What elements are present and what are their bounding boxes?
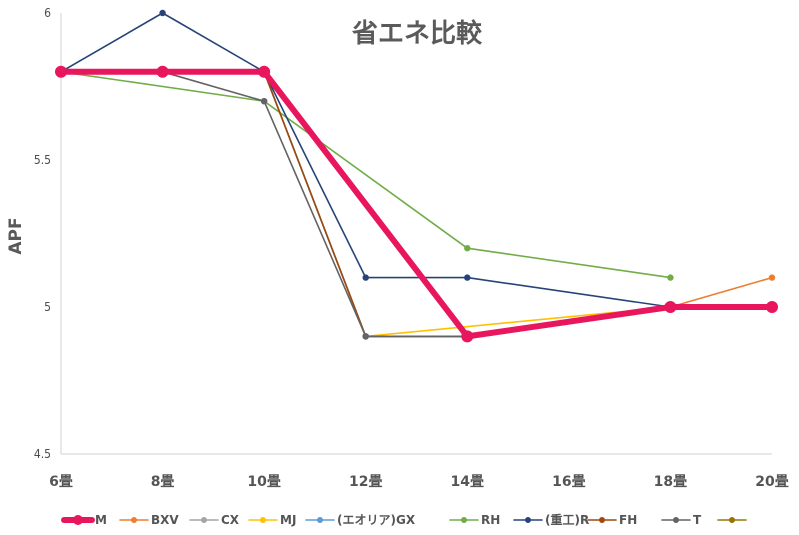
- data-point[interactable]: [768, 274, 776, 281]
- x-tick-label: 20畳: [755, 474, 788, 490]
- series-line: [58, 68, 775, 340]
- legend-swatch-marker: [525, 517, 531, 523]
- data-point[interactable]: [55, 65, 67, 78]
- data-point[interactable]: [260, 98, 268, 105]
- legend-item[interactable]: M: [61, 513, 107, 527]
- data-point[interactable]: [362, 333, 369, 340]
- series-BXV: [57, 68, 776, 340]
- y-tick-label: 4.5: [34, 447, 51, 461]
- data-point[interactable]: [664, 301, 677, 313]
- data-point[interactable]: [258, 65, 271, 78]
- legend-label: FH: [619, 513, 637, 527]
- x-tick-label: 16畳: [552, 474, 585, 490]
- series-line: [60, 71, 773, 338]
- legend-item[interactable]: MJ: [248, 513, 296, 527]
- legend-item[interactable]: RH: [449, 513, 500, 527]
- data-point[interactable]: [464, 274, 471, 281]
- x-tick-label: 8畳: [151, 474, 175, 490]
- x-tick-label: 6畳: [49, 474, 73, 490]
- x-tick-label: 14畳: [451, 474, 484, 490]
- legend-swatch-marker: [729, 517, 735, 523]
- y-tick-label: 6: [44, 6, 51, 20]
- series-M: [55, 65, 778, 343]
- legend-label: (重工)R: [545, 512, 589, 527]
- data-point[interactable]: [464, 245, 471, 252]
- data-point[interactable]: [362, 274, 369, 281]
- legend-item[interactable]: BXV: [119, 513, 179, 527]
- data-point[interactable]: [159, 9, 166, 17]
- legend-swatch-marker: [131, 517, 137, 523]
- data-point[interactable]: [461, 330, 474, 343]
- legend-label: (エオリア)GX: [337, 513, 416, 527]
- legend-item[interactable]: (重工)R: [513, 512, 589, 527]
- data-point[interactable]: [156, 65, 169, 78]
- legend-swatch-marker: [260, 517, 266, 523]
- y-tick-label: 5: [44, 300, 51, 314]
- legend-swatch-marker: [599, 517, 605, 523]
- legend-item[interactable]: T: [661, 513, 702, 527]
- legend-label: T: [693, 513, 702, 527]
- y-tick-label: 5.5: [34, 153, 51, 167]
- series-line: [60, 71, 773, 338]
- series-line: [60, 71, 773, 338]
- chart-title: 省エネ比較: [351, 18, 483, 49]
- series-line: [60, 12, 672, 308]
- legend-label: MJ: [280, 513, 296, 527]
- legend-label: CX: [221, 513, 240, 527]
- legend-label: M: [95, 513, 107, 527]
- legend-item[interactable]: (エオリア)GX: [305, 513, 416, 527]
- y-axis-label: APF: [6, 217, 26, 254]
- y-axis-ticks: 4.5 5 5.5 6: [34, 6, 51, 461]
- legend-label: BXV: [151, 513, 179, 527]
- series-(エオリア)GX: [57, 68, 776, 340]
- series-CX: [57, 68, 776, 340]
- legend-item[interactable]: [717, 517, 747, 523]
- plot-area: [55, 9, 778, 343]
- data-point[interactable]: [667, 274, 674, 281]
- series-line: [60, 71, 672, 279]
- legend-swatch-marker: [73, 515, 83, 525]
- legend-item[interactable]: CX: [189, 513, 240, 527]
- x-tick-label: 10畳: [247, 474, 280, 490]
- x-tick-label: 18畳: [654, 474, 687, 490]
- legend-swatch-marker: [317, 517, 323, 523]
- legend-swatch-marker: [461, 517, 467, 523]
- data-point[interactable]: [766, 301, 778, 313]
- legend-swatch-marker: [673, 517, 679, 523]
- series-RH: [57, 68, 674, 281]
- legend-swatch-marker: [201, 517, 207, 523]
- x-axis-ticks: 6畳 8畳 10畳 12畳 14畳 16畳 18畳 20畳: [49, 474, 789, 490]
- legend-item[interactable]: FH: [587, 513, 637, 527]
- x-tick-label: 12畳: [349, 474, 382, 490]
- legend-label: RH: [481, 513, 500, 527]
- legend: M BXV CX MJ (エオリア)GX RH (重工)R FH T: [61, 512, 747, 527]
- axes: [60, 13, 772, 455]
